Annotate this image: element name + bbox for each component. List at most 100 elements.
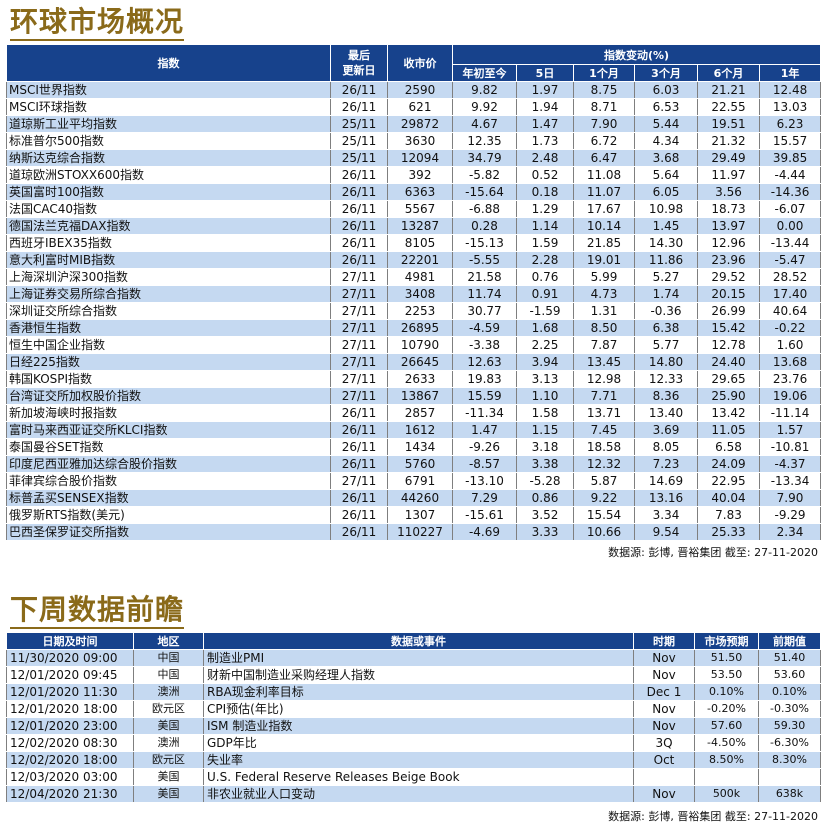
region-cell: 澳洲 — [133, 734, 204, 752]
header-period: 时期 — [633, 632, 695, 650]
index-name-cell: 西班牙IBEX35指数 — [6, 234, 331, 252]
change-3m-cell: 3.34 — [634, 506, 698, 524]
last-update-cell: 26/11 — [330, 234, 388, 252]
change-3m-cell: 14.69 — [634, 472, 698, 490]
table-row: 12/02/2020 08:30 澳洲 GDP年比 3Q -4.50% -6.30% — [6, 734, 821, 752]
table-row: MSCI世界指数 26/11 2590 9.82 1.97 8.75 6.03 21.21 12… — [6, 81, 822, 99]
calendar-source-note: 数据源: 彭博, 晋裕集团 截至: 27-11-2020 — [608, 810, 818, 823]
table-row: 新加坡海峡时报指数 26/11 2857 -11.34 1.58 13.71 13.40 13… — [6, 404, 822, 422]
change-1y-cell: -0.22 — [758, 319, 822, 337]
change-1m-cell: 17.67 — [573, 200, 635, 218]
index-name-cell: 巴西圣保罗证交所指数 — [6, 523, 331, 541]
table-row: 12/01/2020 09:45 中国 财新中国制造业采购经理人指数 Nov 53.50… — [6, 666, 821, 684]
change-3m-cell: 13.40 — [634, 404, 698, 422]
change-1y-cell: -14.36 — [758, 183, 822, 201]
change-ytd-cell: -9.26 — [452, 438, 517, 456]
header-close: 收市价 — [387, 44, 453, 82]
change-1y-cell: 0.00 — [758, 217, 822, 235]
change-1m-cell: 8.50 — [573, 319, 635, 337]
table-row: 道琼欧洲STOXX600指数 26/11 392 -5.82 0.52 11.08 5.64… — [6, 166, 822, 184]
table-row: 富时马来西亚证交所KLCI指数 26/11 1612 1.47 1.15 7.45 3.69… — [6, 421, 822, 439]
datetime-cell: 12/04/2020 21:30 — [6, 785, 134, 803]
event-cell: 制造业PMI — [203, 649, 634, 667]
forecast-cell: -0.20% — [694, 700, 759, 718]
close-price-cell: 2633 — [387, 370, 453, 388]
change-5d-cell: 2.28 — [516, 251, 574, 269]
change-6m-cell: 12.96 — [697, 234, 760, 252]
header-5d: 5日 — [516, 64, 574, 82]
change-3m-cell: 3.69 — [634, 421, 698, 439]
change-3m-cell: 1.45 — [634, 217, 698, 235]
change-1m-cell: 7.45 — [573, 421, 635, 439]
table-row: 英国富时100指数 26/11 6363 -15.64 0.18 11.07 6.05 3.5… — [6, 183, 822, 201]
change-1m-cell: 19.01 — [573, 251, 635, 269]
change-3m-cell: 8.05 — [634, 438, 698, 456]
change-6m-cell: 18.73 — [697, 200, 760, 218]
change-1m-cell: 8.71 — [573, 98, 635, 116]
header-last-update-text: 最后 更新日 — [342, 49, 376, 77]
change-1m-cell: 1.31 — [573, 302, 635, 320]
table-row: 12/01/2020 23:00 美国 ISM 制造业指数 Nov 57.60 59.30 — [6, 717, 821, 735]
table-row: 12/01/2020 11:30 澳洲 RBA现金利率目标 Dec 1 0.10% 0.1… — [6, 683, 821, 701]
change-1y-cell: 13.68 — [758, 353, 822, 371]
close-price-cell: 1434 — [387, 438, 453, 456]
table-row: 菲律宾综合股价指数 27/11 6791 -13.10 -5.28 5.87 14.69 22… — [6, 472, 822, 490]
close-price-cell: 10790 — [387, 336, 453, 354]
last-update-cell: 27/11 — [330, 285, 388, 303]
region-cell: 美国 — [133, 717, 204, 735]
last-update-cell: 26/11 — [330, 200, 388, 218]
close-price-cell: 6363 — [387, 183, 453, 201]
datetime-cell: 12/03/2020 03:00 — [6, 768, 134, 786]
change-6m-cell: 26.99 — [697, 302, 760, 320]
header-change-group: 指数变动(%) — [451, 44, 822, 65]
header-datetime: 日期及时间 — [6, 632, 134, 650]
forecast-cell: 8.50% — [694, 751, 759, 769]
change-3m-cell: 13.16 — [634, 489, 698, 507]
close-price-cell: 1307 — [387, 506, 453, 524]
change-3m-cell: 9.54 — [634, 523, 698, 541]
last-update-cell: 26/11 — [330, 523, 388, 541]
index-name-cell: 日经225指数 — [6, 353, 331, 371]
close-price-cell: 392 — [387, 166, 453, 184]
change-5d-cell: 0.52 — [516, 166, 574, 184]
change-ytd-cell: -4.69 — [452, 523, 517, 541]
header-6m: 6个月 — [697, 64, 760, 82]
index-name-cell: 新加坡海峡时报指数 — [6, 404, 331, 422]
change-6m-cell: 40.04 — [697, 489, 760, 507]
index-name-cell: 恒生中国企业指数 — [6, 336, 331, 354]
week-ahead-title: 下周数据前瞻 — [10, 594, 185, 629]
last-update-cell: 27/11 — [330, 387, 388, 405]
change-ytd-cell: -11.34 — [452, 404, 517, 422]
change-1y-cell: -6.07 — [758, 200, 822, 218]
change-ytd-cell: 4.67 — [452, 115, 517, 133]
change-5d-cell: 3.33 — [516, 523, 574, 541]
period-cell: Nov — [633, 649, 695, 667]
period-cell: Dec 1 — [633, 683, 695, 701]
change-1y-cell: -13.44 — [758, 234, 822, 252]
table-row: 12/01/2020 18:00 欧元区 CPI预估(年比) Nov -0.20% -0.… — [6, 700, 821, 718]
change-1m-cell: 12.98 — [573, 370, 635, 388]
close-price-cell: 3408 — [387, 285, 453, 303]
change-6m-cell: 24.40 — [697, 353, 760, 371]
change-1m-cell: 7.87 — [573, 336, 635, 354]
change-5d-cell: 1.15 — [516, 421, 574, 439]
index-name-cell: 道琼欧洲STOXX600指数 — [6, 166, 331, 184]
index-name-cell: 纳斯达克综合指数 — [6, 149, 331, 167]
table-row: 上海深圳沪深300指数 27/11 4981 21.58 0.76 5.99 5.27 29.… — [6, 268, 822, 286]
previous-cell: 53.60 — [758, 666, 821, 684]
change-6m-cell: 22.95 — [697, 472, 760, 490]
change-6m-cell: 11.97 — [697, 166, 760, 184]
change-1y-cell: 23.76 — [758, 370, 822, 388]
forecast-cell: 0.10% — [694, 683, 759, 701]
change-5d-cell: 1.58 — [516, 404, 574, 422]
index-name-cell: 台湾证交所加权股价指数 — [6, 387, 331, 405]
change-3m-cell: 5.64 — [634, 166, 698, 184]
close-price-cell: 4981 — [387, 268, 453, 286]
change-6m-cell: 21.32 — [697, 132, 760, 150]
header-3m: 3个月 — [634, 64, 698, 82]
change-ytd-cell: -13.10 — [452, 472, 517, 490]
change-3m-cell: 5.44 — [634, 115, 698, 133]
table-row: 12/04/2020 21:30 美国 非农业就业人口变动 Nov 500k 638k — [6, 785, 821, 803]
close-price-cell: 29872 — [387, 115, 453, 133]
close-price-cell: 12094 — [387, 149, 453, 167]
